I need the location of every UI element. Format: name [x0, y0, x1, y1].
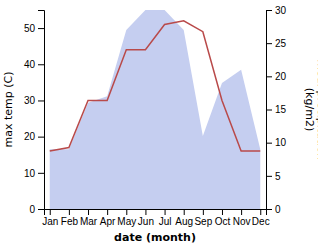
line	[50, 21, 261, 151]
y-axis-title: max temp (C)	[2, 71, 15, 147]
tick-mark	[266, 176, 272, 177]
tick-mark	[50, 209, 51, 215]
tick-label: Feb	[61, 216, 79, 227]
tick: 25	[266, 38, 287, 49]
tick-label: 20	[275, 71, 287, 82]
tick-mark	[88, 209, 89, 215]
tick-label: Oct	[215, 216, 231, 227]
tick-label: 10	[275, 137, 287, 148]
tick: Jun	[138, 209, 154, 227]
plot: JanFebMarAprMayJun JulAugSepOctNovDec 0 10 2…	[2, 5, 318, 244]
tick: Nov	[233, 209, 251, 227]
tick-label: 30	[24, 95, 36, 106]
tick: Dec	[252, 209, 270, 227]
tick: 0	[266, 204, 281, 215]
tick-label: Aug	[175, 216, 193, 227]
chart: JanFebMarAprMayJun JulAugSepOctNovDec 0 10 2…	[0, 0, 318, 247]
tick-mark	[38, 173, 44, 174]
tick: 40	[24, 59, 44, 70]
tick-mark	[260, 209, 261, 215]
tick-mark	[38, 100, 44, 101]
tick: 10	[266, 137, 287, 148]
axis-line	[45, 210, 267, 216]
tick: Mar	[80, 209, 98, 227]
area	[50, 10, 261, 209]
tick-mark	[266, 76, 272, 77]
tick-mark	[38, 137, 44, 138]
tick: 30	[266, 5, 287, 16]
tick-mark	[241, 209, 242, 215]
tick-mark	[38, 64, 44, 65]
tick-label: Mar	[80, 216, 98, 227]
tick: Sep	[194, 209, 212, 227]
tick-label: 25	[275, 38, 287, 49]
tick-mark	[266, 209, 272, 210]
axis-line	[38, 11, 45, 210]
y2-axis: 0 5 10 15 20 25 30	[266, 5, 287, 215]
tick: 20	[266, 71, 287, 82]
tick-label: Sep	[194, 216, 212, 227]
tick-label: Dec	[252, 216, 270, 227]
tick-mark	[107, 209, 108, 215]
x-axis-title: date (month)	[114, 231, 196, 244]
tick: 0	[29, 204, 44, 215]
tick: 10	[24, 168, 44, 179]
tick-label: 0	[29, 204, 35, 215]
tick-mark	[69, 209, 70, 215]
tick-label: Jul	[159, 216, 172, 227]
tick: Jul	[159, 209, 172, 227]
y-axis: 0 10 20 30 40 50	[24, 11, 45, 215]
tick-label: 40	[24, 59, 36, 70]
tick: May	[117, 209, 136, 227]
tick: 5	[266, 171, 281, 182]
tick-label: 50	[24, 23, 36, 34]
tick-mark	[38, 209, 44, 210]
tick-label: 30	[275, 5, 287, 16]
x-axis: JanFebMarAprMayJun JulAugSepOctNovDec	[42, 209, 269, 227]
tick-label: 0	[275, 204, 281, 215]
tick: Oct	[215, 209, 231, 227]
tick-mark	[184, 209, 185, 215]
tick: 15	[266, 104, 287, 115]
tick-mark	[126, 209, 127, 215]
tick-mark	[222, 209, 223, 215]
tick-label: 15	[275, 104, 287, 115]
tick-label: Apr	[100, 216, 116, 227]
tick-label: 20	[24, 131, 36, 142]
y2-axis-title-line: (kg/m2)	[303, 88, 316, 131]
tick-label: 10	[24, 168, 36, 179]
axis-line	[267, 11, 273, 210]
tick: 20	[24, 131, 44, 142]
tick: Feb	[61, 209, 79, 227]
tick-mark	[266, 10, 272, 11]
tick-label: May	[117, 216, 136, 227]
tick-mark	[266, 143, 272, 144]
tick-label: Jun	[138, 216, 154, 227]
tick-label: Nov	[233, 216, 251, 227]
marks	[50, 10, 261, 209]
tick-mark	[165, 209, 166, 215]
tick-label: Jan	[42, 216, 58, 227]
tick: Aug	[175, 209, 193, 227]
tick-mark	[38, 28, 44, 29]
tick-mark	[266, 110, 272, 111]
tick-mark	[203, 209, 204, 215]
tick-mark	[266, 43, 272, 44]
tick-mark	[145, 209, 146, 215]
tick: Jan	[42, 209, 58, 227]
tick: 50	[24, 23, 44, 34]
tick-label: 5	[275, 171, 281, 182]
y2-axis-title: med. precipitation(kg/m2)	[303, 59, 318, 160]
tick: 30	[24, 95, 44, 106]
tick: Apr	[100, 209, 116, 227]
